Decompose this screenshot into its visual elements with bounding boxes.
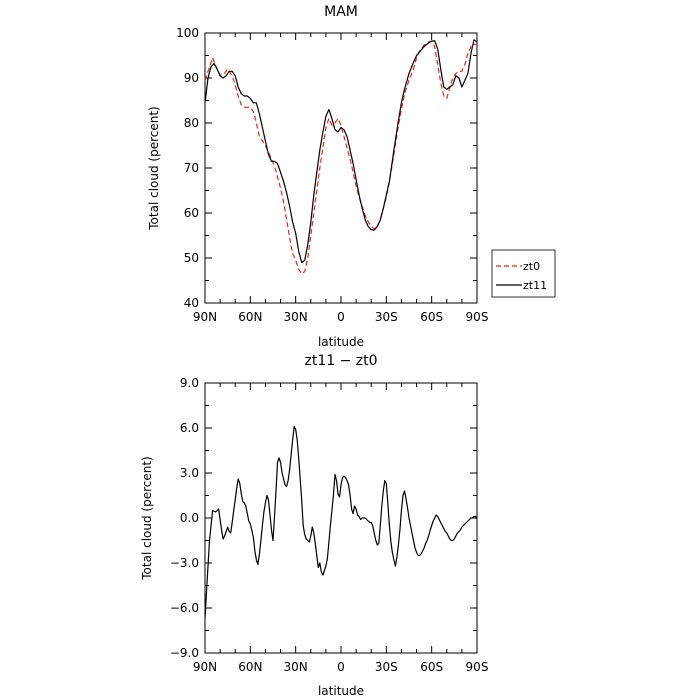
legend: zt0 zt11 <box>491 249 556 298</box>
panel-bottom: zt11 − zt0 Total cloud (percent) latitud… <box>140 353 488 698</box>
panel-top-xtick-label: 60N <box>238 310 262 324</box>
panel-top-ytick-label: 60 <box>184 206 199 220</box>
panel-top-ytick-label: 40 <box>184 296 199 310</box>
panel-bottom-ylabel: Total cloud (percent) <box>140 456 154 580</box>
panel-top-ytick-label: 50 <box>184 251 199 265</box>
panel-top-series <box>204 39 478 275</box>
panel-bottom-xtick-label: 90S <box>466 660 489 674</box>
panel-bottom-title: zt11 − zt0 <box>304 353 377 369</box>
panel-bottom-xtick-label: 30S <box>375 660 398 674</box>
panel-bottom-ytick-label: 9.0 <box>180 376 199 390</box>
panel-top-xtick-label: 30N <box>284 310 308 324</box>
panel-bottom-xtick-label: 0 <box>337 660 345 674</box>
panel-bottom-series <box>204 425 478 619</box>
panel-top-frame <box>204 32 478 304</box>
panel-top-tick-labels: 90N 60N 30N 0 30S 60S 90S 40 50 60 70 80 90 100 <box>176 26 488 324</box>
panel-bottom-xtick-label: 90N <box>193 660 217 674</box>
panel-top-xtick-label: 30S <box>375 310 398 324</box>
panel-bottom-series-line-0 <box>204 425 478 619</box>
panel-bottom-ytick-label: −3.0 <box>170 556 199 570</box>
panel-top-ticks <box>204 32 478 304</box>
panel-bottom-tick-labels: 90N 60N 30N 0 30S 60S 90S −9.0 −6.0 −3.0 0.0 3.0 6.0… <box>170 376 489 674</box>
panel-bottom-xtick-label: 60S <box>420 660 443 674</box>
panel-bottom-ytick-label: 3.0 <box>180 466 199 480</box>
legend-box <box>491 249 556 298</box>
panel-top-ylabel: Total cloud (percent) <box>147 106 161 230</box>
panel-bottom-ytick-label: 0.0 <box>180 511 199 525</box>
panel-top-title: MAM <box>324 4 358 20</box>
panel-bottom-ytick-label: 6.0 <box>180 421 199 435</box>
panel-top-ytick-label: 90 <box>184 71 199 85</box>
panel-top-xtick-label: 90N <box>193 310 217 324</box>
panel-top-ytick-label: 100 <box>176 26 199 40</box>
panel-top-ytick-label: 70 <box>184 161 199 175</box>
legend-label-zt0: zt0 <box>523 260 540 273</box>
legend-label-zt11: zt11 <box>523 279 547 292</box>
panel-top-ytick-label: 80 <box>184 116 199 130</box>
panel-bottom-xlabel: latitude <box>318 684 364 698</box>
panel-top-series-zt11 <box>204 39 478 264</box>
panel-top: MAM Total cloud (percent) latitude 90N 60… <box>147 4 556 349</box>
panel-top-xlabel: latitude <box>318 335 364 349</box>
panel-top-xtick-label: 0 <box>337 310 345 324</box>
panel-bottom-ticks <box>204 382 478 654</box>
panel-bottom-xtick-label: 60N <box>238 660 262 674</box>
panel-bottom-xtick-label: 30N <box>284 660 308 674</box>
panel-bottom-frame <box>204 382 478 654</box>
panel-bottom-ytick-label: −6.0 <box>170 601 199 615</box>
panel-bottom-ytick-label: −9.0 <box>170 646 199 660</box>
panel-top-xtick-label: 90S <box>466 310 489 324</box>
panel-top-series-zt0 <box>204 40 477 275</box>
panel-top-xtick-label: 60S <box>420 310 443 324</box>
